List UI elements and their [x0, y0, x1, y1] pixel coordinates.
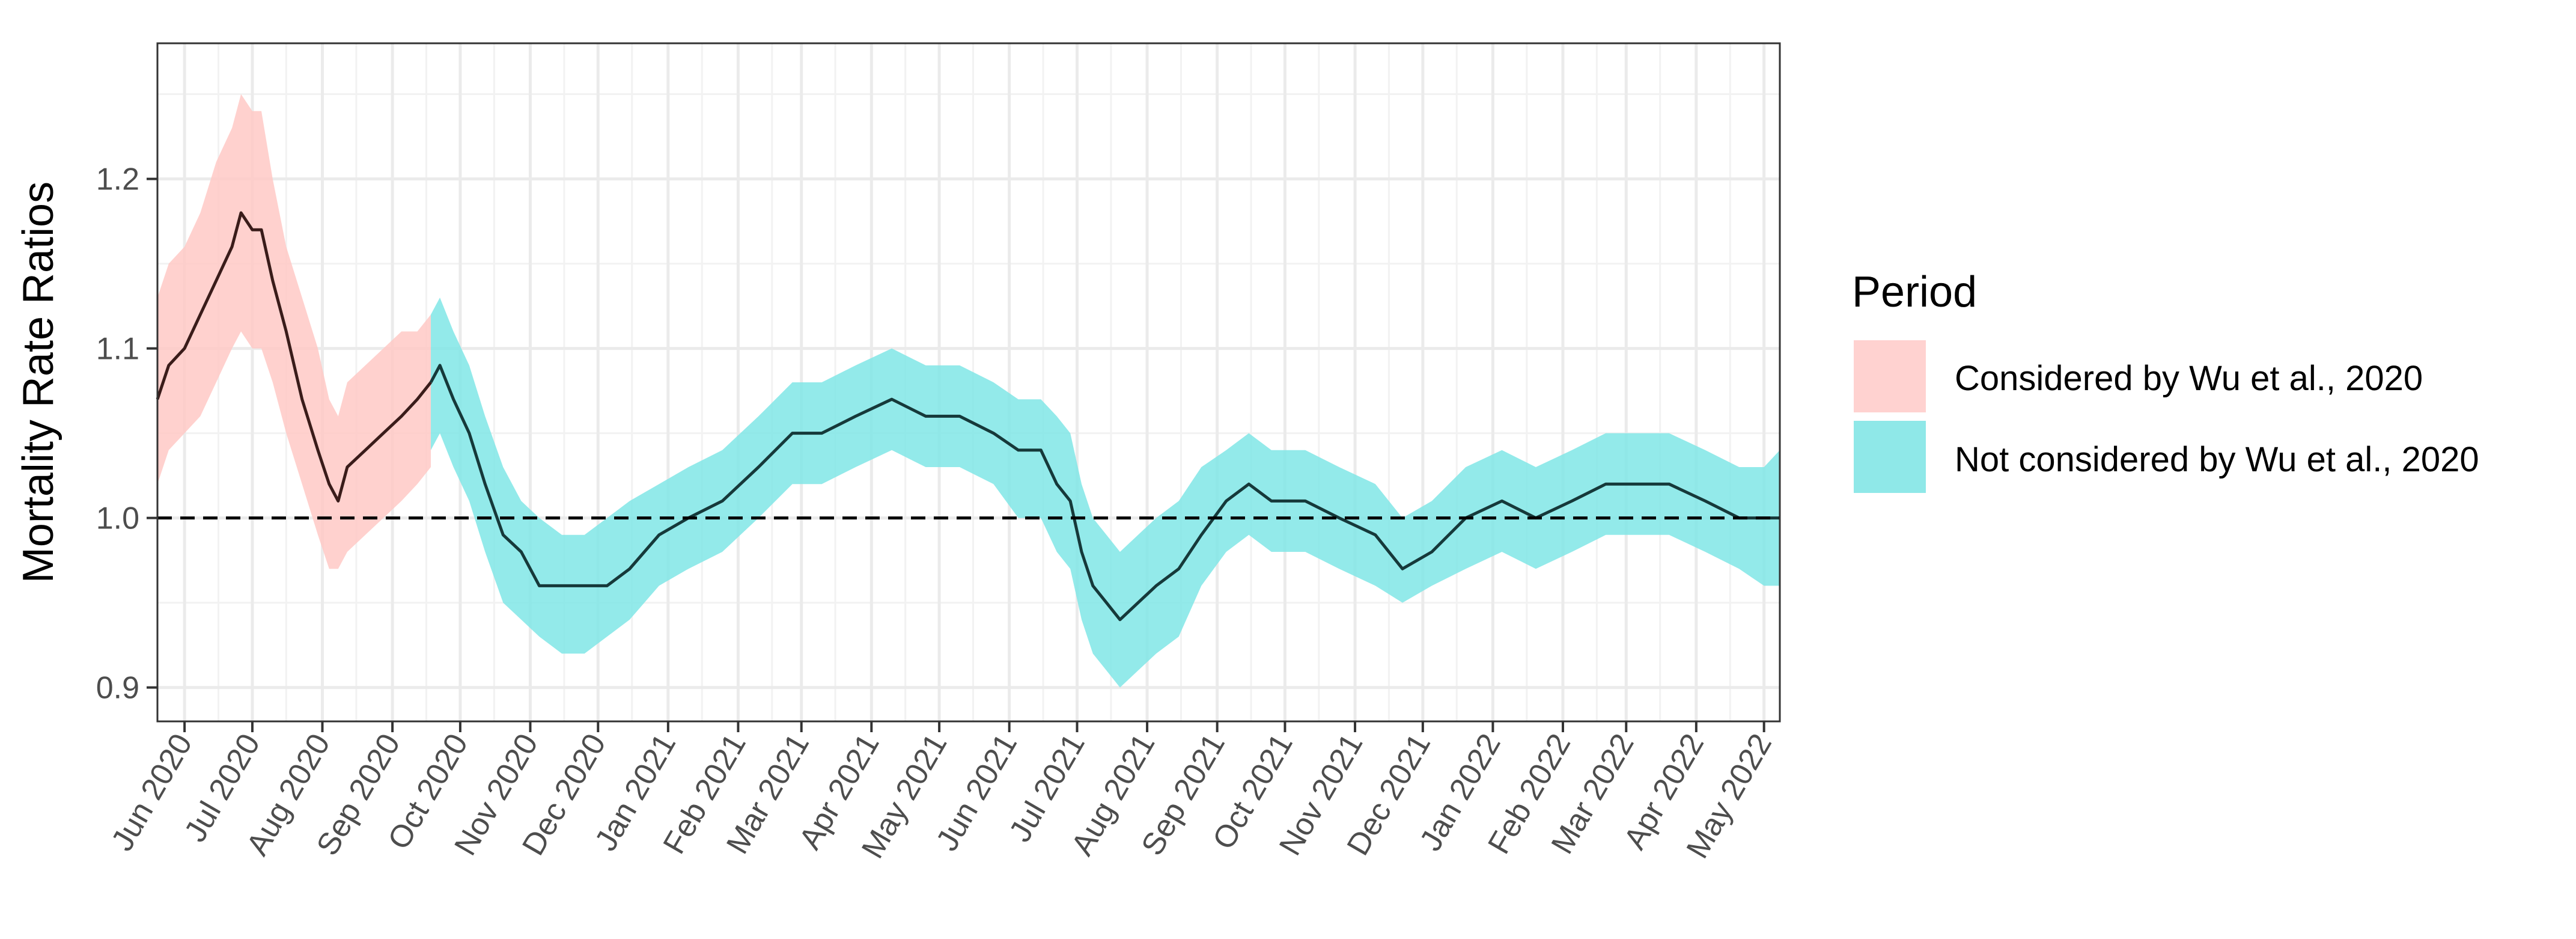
legend-key-considered: [1854, 340, 1926, 412]
legend-title: Period: [1852, 268, 1977, 316]
y-axis: 0.9 1.0 1.1 1.2: [96, 162, 157, 706]
y-tick-label: 1.0: [96, 501, 139, 536]
confidence-bands: [157, 94, 1780, 688]
legend: Period Considered by Wu et al., 2020 Not…: [1852, 268, 2479, 493]
legend-key-not-considered: [1854, 421, 1926, 493]
ci-band-not-considered: [431, 298, 1780, 688]
series-line-not-considered: [429, 364, 1780, 622]
y-tick-label: 1.2: [96, 162, 139, 197]
legend-label-not-considered: Not considered by Wu et al., 2020: [1955, 440, 2479, 479]
y-tick-label: 0.9: [96, 671, 139, 706]
y-axis-title: Mortality Rate Ratios: [14, 182, 62, 583]
series-lines: [156, 211, 1780, 622]
y-tick-label: 1.1: [96, 332, 139, 367]
legend-label-considered: Considered by Wu et al., 2020: [1955, 359, 2423, 398]
plot-panel-border: [156, 42, 1781, 723]
series-line-considered: [156, 211, 432, 503]
x-tick-label: Jun 2020: [105, 728, 199, 857]
ci-band-considered: [157, 94, 431, 569]
